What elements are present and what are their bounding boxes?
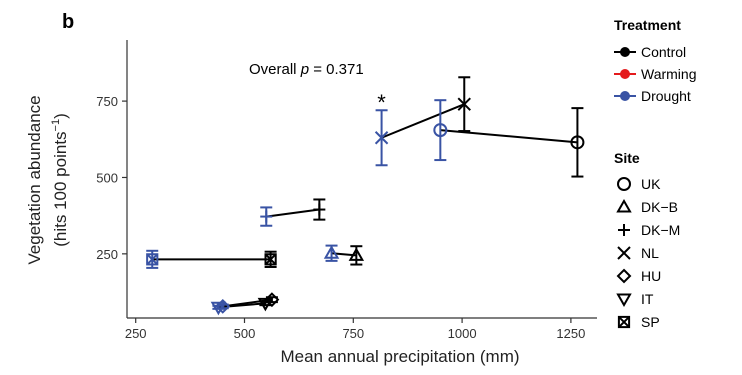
y-tick-label: 250: [96, 247, 118, 262]
data-point: [257, 297, 274, 312]
y-axis-title: Vegetation abundance (hits 100 points−1): [25, 95, 70, 264]
annotation-prefix: Overall: [249, 61, 301, 78]
y-tick-label: 500: [96, 170, 118, 185]
legend-site-item: NL: [617, 245, 659, 261]
legend-site-item: SP: [617, 314, 660, 330]
legend-site-label: DK−B: [641, 199, 678, 215]
legend-treatment-label: Warming: [641, 66, 697, 82]
legend-site-item: DK−M: [618, 222, 680, 238]
data-point: [348, 247, 365, 261]
legend-site-label: IT: [641, 291, 654, 307]
annotation-value: = 0.371: [309, 61, 364, 78]
legend-site-label: SP: [641, 314, 660, 330]
data-point: [323, 245, 340, 259]
legend-treatment-label: Control: [641, 44, 686, 60]
error-bar: [571, 107, 584, 178]
y-axis-title-close: ): [51, 113, 70, 119]
x-tick-label: 1250: [556, 326, 585, 341]
legend-site-item: HU: [616, 268, 661, 284]
y-axis-title-unit: (hits 100 points: [51, 131, 70, 246]
data-point: [570, 135, 585, 150]
axes: 250 500 750 1000 1250 250 500 750: [96, 40, 597, 341]
x-tick-label: 250: [125, 326, 147, 341]
legend-site-label: DK−M: [641, 222, 680, 238]
legend-site-item: DK−B: [616, 198, 678, 215]
data-points: [146, 97, 585, 316]
legend-treatment-label: Drought: [641, 88, 691, 104]
data-point: [433, 123, 448, 138]
legend-treatment-title: Treatment: [614, 17, 681, 33]
legend-site-symbol: [617, 177, 631, 191]
legend-dot: [620, 47, 630, 57]
data-point: [210, 301, 227, 316]
data-point: [260, 210, 273, 223]
legend-treatment-item: Drought: [614, 88, 691, 104]
data-point: [264, 292, 280, 308]
legend-site-item: UK: [617, 176, 661, 192]
legend-treatment-item: Warming: [614, 66, 697, 82]
legend-site-symbol: [616, 268, 632, 284]
y-axis-title-line2: (hits 100 points−1): [50, 113, 70, 247]
legend-site-symbol: [616, 198, 632, 213]
legend-site-symbol: [618, 224, 630, 236]
connector-line: [381, 103, 465, 139]
legend-site-item: IT: [616, 291, 654, 308]
legend-dot: [620, 69, 630, 79]
x-tick-label: 750: [342, 326, 364, 341]
y-axis-title-sup: −1: [50, 119, 62, 132]
y-tick-label: 750: [96, 94, 118, 109]
legend-site-symbol: [616, 293, 632, 308]
data-point: [457, 97, 471, 111]
data-point: [313, 203, 326, 216]
x-tick-label: 500: [234, 326, 256, 341]
y-axis-title-line1: Vegetation abundance: [25, 95, 44, 264]
legend-site-label: HU: [641, 268, 661, 284]
legend-dot: [620, 91, 630, 101]
connector-line: [266, 208, 320, 218]
error-bar: [434, 99, 447, 162]
data-point: [146, 253, 159, 266]
data-point: [264, 253, 277, 266]
connector-line: [218, 302, 266, 309]
legend-site-label: NL: [641, 245, 659, 261]
x-axis-title: Mean annual precipitation (mm): [280, 347, 519, 366]
data-point: [215, 298, 231, 314]
annotation-p: p: [300, 61, 309, 78]
legend-site-title: Site: [614, 150, 640, 166]
legend-site-symbol: [617, 315, 631, 329]
legend-site-symbol: [617, 246, 631, 260]
treatment-connectors: [152, 103, 578, 309]
overall-p-annotation: Overall p = 0.371: [249, 61, 364, 78]
legend-treatment-item: Control: [614, 44, 686, 60]
data-point: [374, 131, 389, 145]
x-tick-label: 1000: [448, 326, 477, 341]
panel-label: b: [62, 11, 74, 33]
legend-site-label: UK: [641, 176, 661, 192]
connector-line: [440, 129, 578, 144]
significance-star: *: [377, 90, 386, 115]
error-bars: [146, 76, 584, 310]
